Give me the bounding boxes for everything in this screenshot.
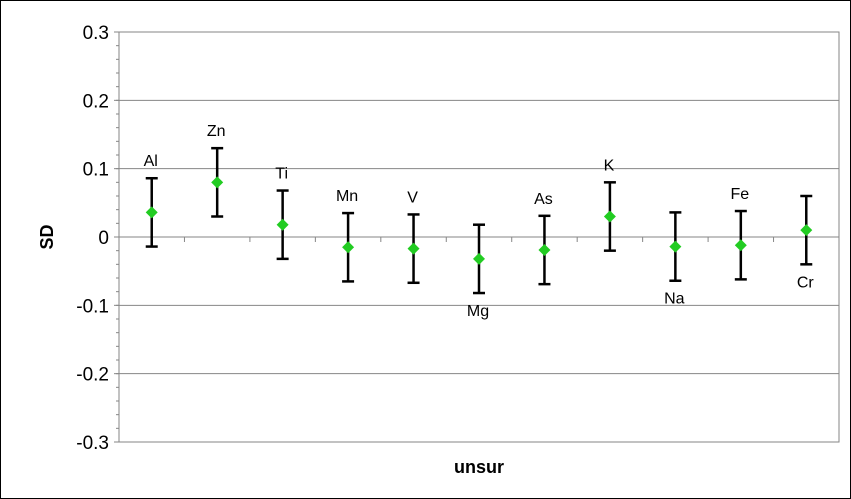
- point-labels: Al Zn Ti Mn V Mg As K Na Fe Cr: [144, 123, 815, 320]
- data-point-marker: [669, 240, 682, 253]
- point-label: Fe: [730, 186, 749, 203]
- x-axis-ticks: [118, 237, 840, 242]
- data-point-marker: [734, 239, 747, 252]
- y-tick-label: 0.3: [83, 23, 109, 44]
- y-tick-label: 0: [98, 228, 109, 249]
- data-point-marker: [276, 218, 289, 231]
- point-label: Al: [144, 153, 158, 170]
- y-axis-title: SD: [37, 224, 57, 249]
- data-point-marker: [538, 243, 551, 256]
- data-point-marker: [145, 206, 158, 219]
- y-tick-label: -0.2: [76, 365, 109, 386]
- data-point-marker: [800, 224, 813, 237]
- point-label: As: [534, 191, 553, 208]
- data-point-marker: [211, 176, 224, 189]
- point-label: Zn: [207, 123, 226, 140]
- data-point-marker: [342, 241, 355, 254]
- data-point-marker: [603, 210, 616, 223]
- data-points: [145, 176, 813, 265]
- point-label: V: [407, 189, 418, 206]
- x-axis-title: unsur: [454, 457, 504, 477]
- point-label: K: [604, 157, 615, 174]
- point-label: Mn: [336, 188, 358, 205]
- point-label: Na: [664, 291, 685, 308]
- y-tick-label: 0.2: [83, 91, 109, 112]
- y-axis: 0.3 0.2 0.1 0 -0.1 -0.2 -0.3: [76, 23, 119, 454]
- y-tick-label: -0.3: [76, 433, 109, 454]
- point-label: Mg: [467, 303, 489, 320]
- point-label: Cr: [797, 274, 815, 291]
- data-point-marker: [407, 242, 420, 255]
- data-point-marker: [473, 252, 485, 265]
- point-label: Ti: [275, 166, 288, 183]
- y-tick-label: 0.1: [83, 160, 109, 181]
- y-tick-label: -0.1: [76, 296, 109, 317]
- error-bars: [145, 146, 813, 295]
